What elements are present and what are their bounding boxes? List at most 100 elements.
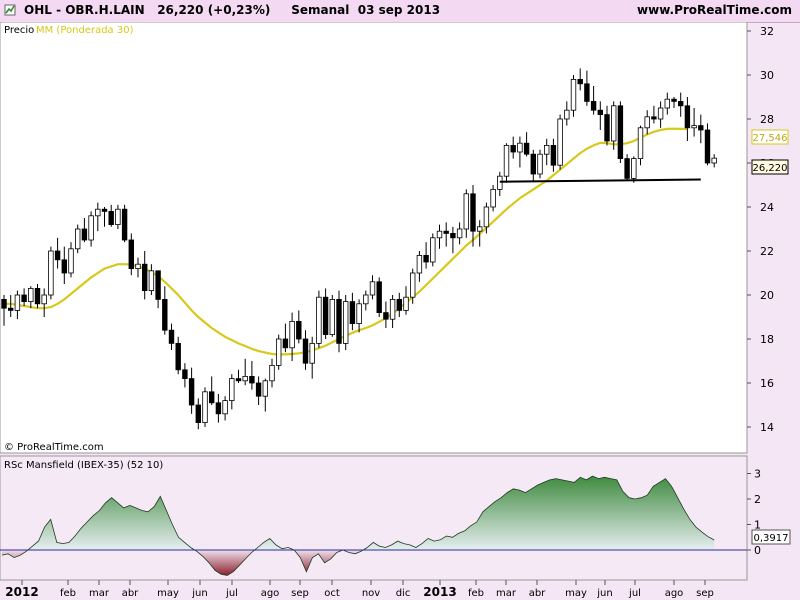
candle-body — [363, 294, 369, 305]
candle-body — [322, 296, 329, 336]
candle-body — [68, 248, 74, 274]
price-tick-label: 30 — [760, 69, 774, 82]
candle-body — [7, 307, 14, 311]
candle-body — [128, 239, 134, 270]
candle-body — [530, 153, 536, 175]
time-tick-label: sep — [291, 588, 309, 599]
candle-body — [222, 400, 228, 415]
price-tick-label: 16 — [760, 377, 774, 390]
candle-body — [550, 145, 557, 166]
candle-body — [684, 105, 691, 129]
rsc-tick-label: 2 — [754, 493, 761, 506]
time-tick-label: jun — [596, 588, 612, 599]
price-tick-label: 14 — [760, 421, 774, 434]
candle-body — [289, 320, 295, 349]
candle-body — [497, 175, 503, 190]
time-tick-label: 2013 — [423, 585, 456, 599]
time-tick-label: may — [565, 588, 587, 599]
support-line-layer — [499, 178, 701, 183]
candle-body — [416, 254, 423, 274]
candle-body — [316, 296, 322, 344]
candle-body — [21, 294, 27, 302]
candle-body — [537, 153, 543, 175]
price-tick-label: 32 — [760, 25, 774, 38]
candle-body — [148, 270, 155, 292]
rsc-value-label: 0,3917 — [754, 533, 789, 544]
candle-body — [396, 298, 402, 311]
candle-body — [208, 391, 215, 404]
candle-body — [242, 375, 248, 382]
candle-body — [195, 404, 201, 424]
candle-body — [88, 215, 94, 241]
candle-body — [430, 237, 436, 263]
candle-body — [329, 298, 335, 335]
candle-body — [275, 338, 282, 366]
candle-body — [483, 206, 490, 228]
candle-body — [296, 320, 302, 340]
candle-body — [517, 142, 523, 153]
candle-body — [249, 375, 255, 384]
candle-body — [584, 83, 590, 102]
candle-body — [141, 263, 148, 291]
candle-body — [182, 369, 188, 379]
candle-body — [597, 109, 603, 115]
candle-body — [456, 228, 463, 239]
candle-body — [376, 281, 382, 313]
candle-body — [229, 378, 235, 402]
candle-body — [671, 98, 677, 102]
candle-body — [523, 142, 530, 155]
candle-body — [262, 380, 268, 397]
rsc-value-tag: 0,3917 — [751, 529, 791, 545]
time-tick-label: oct — [324, 588, 340, 599]
candle-body — [168, 329, 175, 344]
time-tick-label: mar — [496, 588, 517, 599]
candle-body — [81, 228, 88, 241]
candle-body — [389, 298, 396, 320]
price-change: (+0,23%) — [207, 3, 271, 17]
candle-body — [631, 158, 637, 179]
candle-body — [637, 127, 644, 160]
candle-body — [336, 298, 342, 344]
candle-body — [155, 270, 161, 300]
time-tick-label: dic — [396, 588, 411, 599]
time-tick-label: ago — [261, 588, 280, 599]
rsc-tick-label: 0 — [754, 544, 761, 557]
time-tick-label: abr — [529, 588, 546, 599]
candle-body — [644, 116, 650, 129]
candle-body — [48, 250, 54, 296]
candle-body — [61, 259, 67, 274]
price-panel-background — [0, 22, 748, 454]
site-url[interactable]: www.ProRealTime.com — [637, 3, 792, 17]
candle-body — [188, 378, 195, 406]
price-axis: 14161820222426283032 — [747, 25, 774, 434]
candle-body — [342, 301, 349, 344]
candle-body — [383, 312, 389, 320]
last-price: 26,220 — [157, 3, 204, 17]
candle-body — [450, 232, 456, 239]
candle-body — [476, 226, 483, 232]
candle-body — [691, 125, 697, 129]
candle-body — [235, 378, 242, 382]
time-tick-label: jul — [225, 588, 238, 599]
candle-body — [617, 105, 624, 160]
candle-body — [463, 193, 469, 230]
chart-area[interactable]: 14161820222426283032 Precio MM (Ponderad… — [0, 22, 800, 600]
candle-body — [436, 230, 443, 239]
candle-body — [175, 342, 181, 371]
price-tick-label: 28 — [760, 113, 774, 126]
price-tick-label: 22 — [760, 245, 774, 258]
support-line — [499, 178, 701, 183]
candle-body — [577, 79, 583, 85]
candle-body — [101, 208, 108, 212]
candle-body — [403, 296, 409, 311]
time-tick-label: 2012 — [5, 585, 38, 599]
candle-body — [698, 125, 704, 131]
price-tick-label: 20 — [760, 289, 774, 302]
candle-body — [711, 157, 717, 164]
rsc-tick-label: 1 — [754, 519, 761, 532]
candle-body — [309, 342, 315, 364]
candle-body — [564, 109, 570, 120]
time-tick-label: jun — [191, 588, 207, 599]
rsc-axis: 0 1 2 3 — [747, 468, 761, 557]
candle-body — [570, 79, 577, 111]
